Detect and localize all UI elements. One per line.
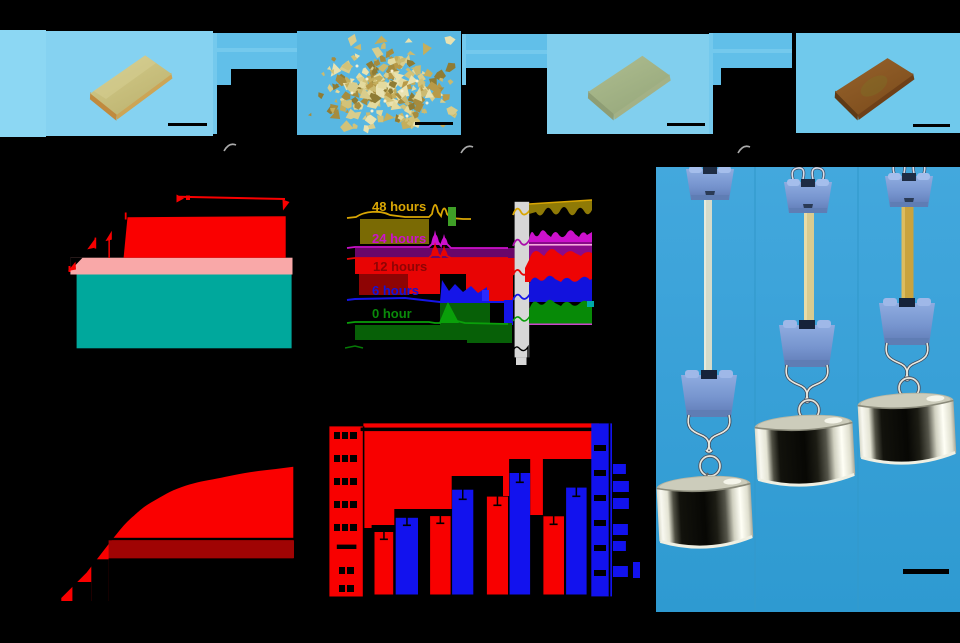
svg-text:48 hours: 48 hours — [372, 199, 426, 214]
svg-text:0 hour: 0 hour — [372, 306, 412, 321]
svg-text:24 hours: 24 hours — [372, 231, 426, 246]
svg-text:12 hours: 12 hours — [373, 259, 427, 274]
svg-text:6 hours: 6 hours — [372, 283, 419, 298]
